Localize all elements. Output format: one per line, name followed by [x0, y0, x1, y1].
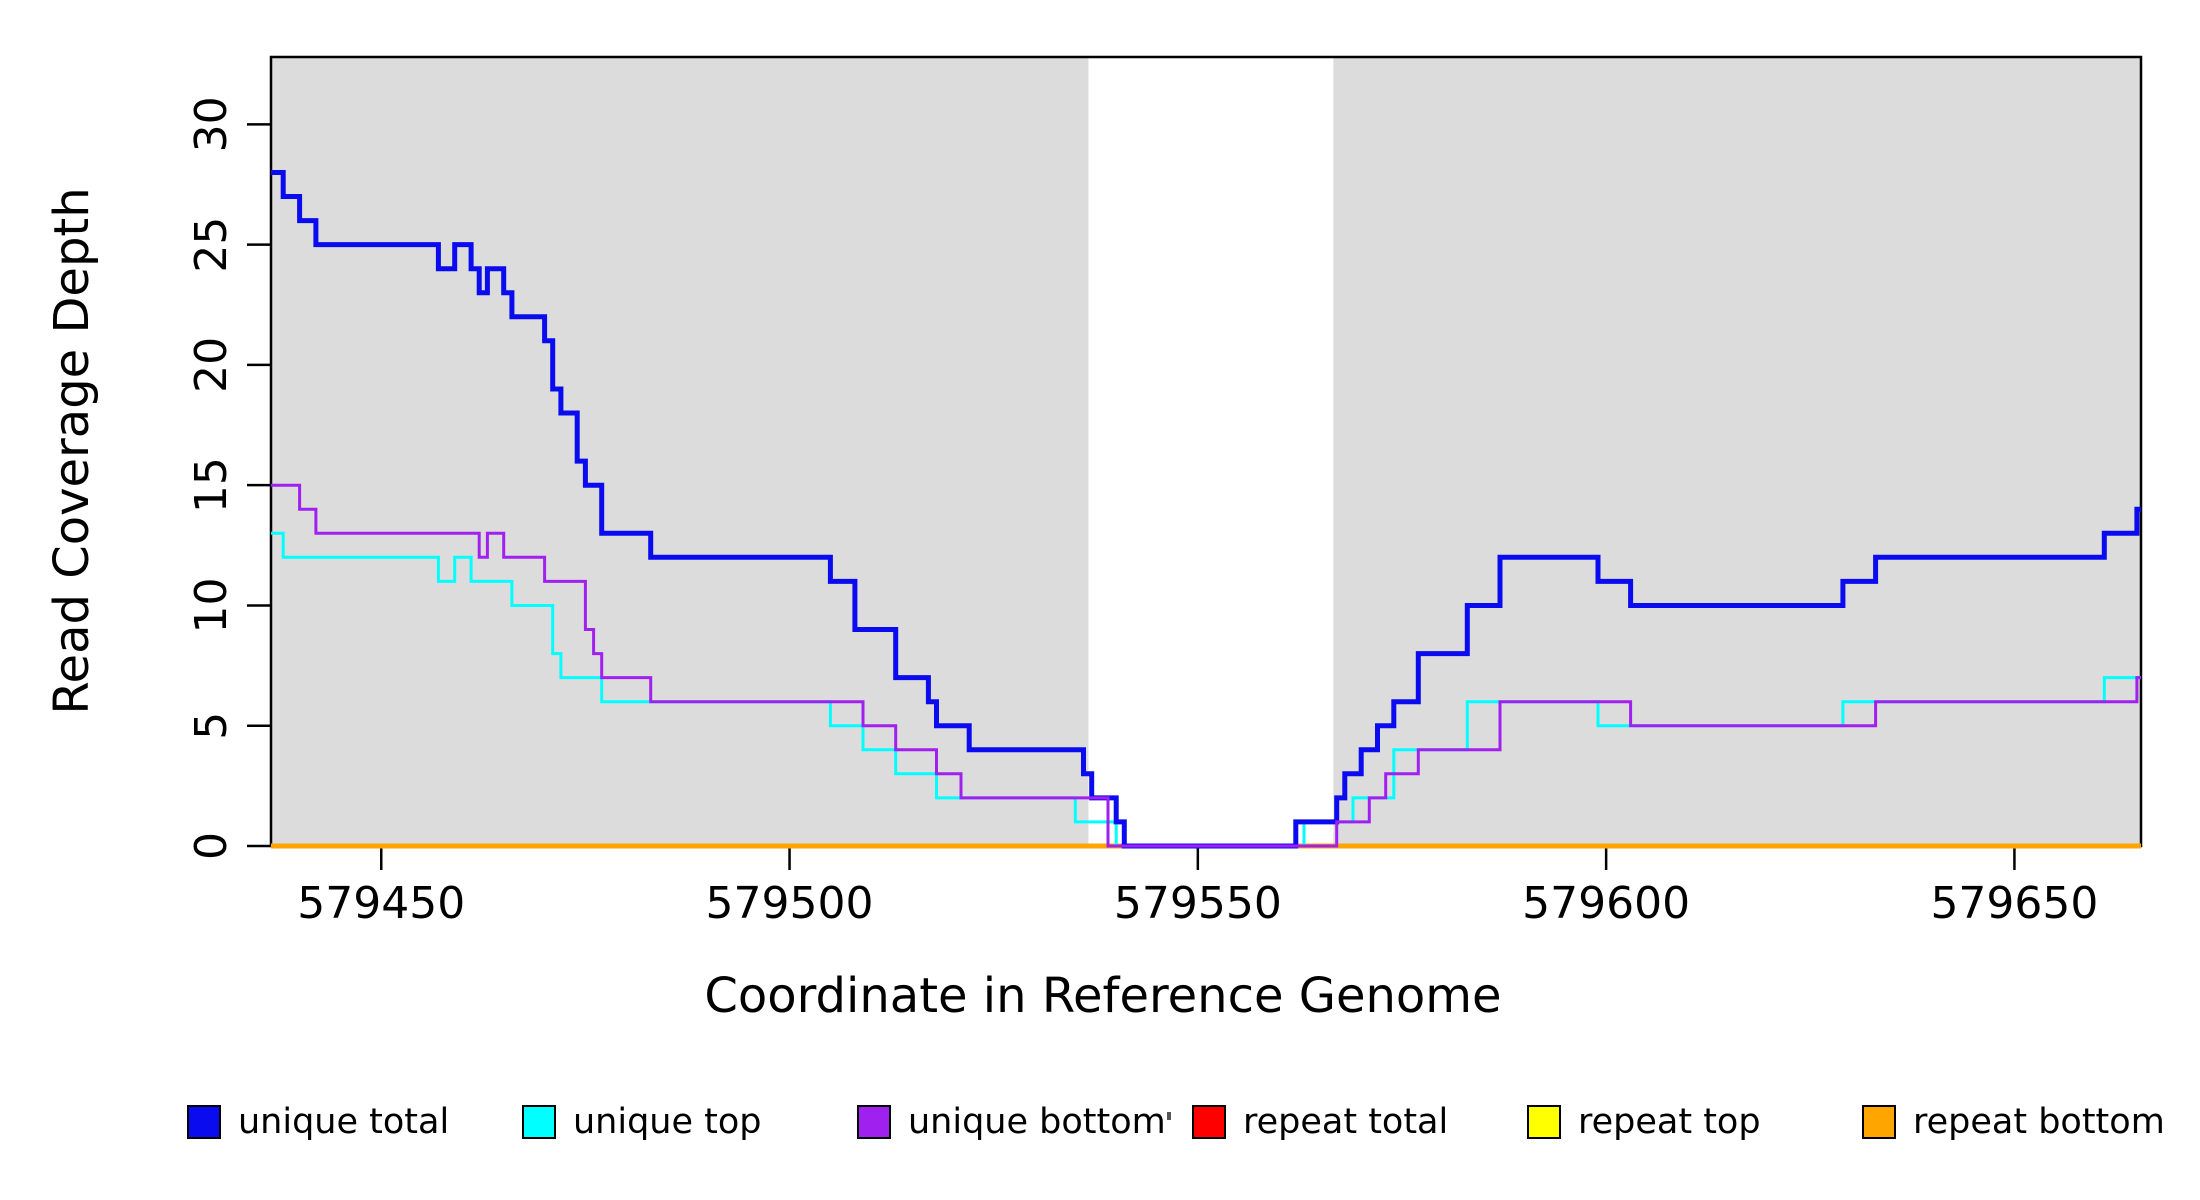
- legend-swatch-unique-total: [187, 1105, 221, 1139]
- legend-label-unique-bottom: unique bottom: [908, 1102, 1166, 1142]
- legend-item-unique-total: unique total: [187, 1102, 449, 1142]
- series-layer: [271, 170, 2141, 849]
- shaded-coverage-band: [271, 57, 1089, 846]
- legend-swatch-unique-top: [522, 1105, 556, 1139]
- unique-bottom-series-line: [271, 483, 2141, 848]
- y-tick-label: 0: [186, 832, 237, 860]
- legend-item-repeat-top: repeat top: [1527, 1102, 1761, 1142]
- y-tick-label: 15: [186, 457, 237, 513]
- legend-label-repeat-top: repeat top: [1578, 1102, 1761, 1142]
- x-tick-label: 579600: [1522, 878, 1690, 929]
- y-tick-label: 10: [186, 577, 237, 633]
- y-tick-label: 20: [186, 337, 237, 393]
- legend-label-repeat-bottom: repeat bottom: [1913, 1102, 2165, 1142]
- legend-label-unique-total: unique total: [238, 1102, 449, 1142]
- y-tick-label: 25: [186, 217, 237, 273]
- stray-mark-artifact: [1167, 1112, 1171, 1120]
- legend-label-unique-top: unique top: [573, 1102, 762, 1142]
- shaded-coverage-band: [1333, 57, 2141, 846]
- unique-total-series-line: [271, 170, 2141, 849]
- legend: unique total unique top unique bottom repea…: [187, 1102, 2165, 1142]
- x-axis: 579450 579500 579550 579600 579650: [297, 847, 2098, 929]
- x-tick-label: 579500: [706, 878, 874, 929]
- legend-item-unique-bottom: unique bottom: [857, 1102, 1166, 1142]
- legend-swatch-unique-bottom: [857, 1105, 891, 1139]
- y-axis: 0 5 10 15 20 25 30: [186, 96, 270, 860]
- x-tick-label: 579550: [1114, 878, 1282, 929]
- y-axis-title: Read Coverage Depth: [44, 187, 100, 714]
- y-tick-label: 30: [186, 96, 237, 152]
- legend-label-repeat-total: repeat total: [1243, 1102, 1448, 1142]
- legend-swatch-repeat-bottom: [1862, 1105, 1896, 1139]
- legend-item-repeat-bottom: repeat bottom: [1862, 1102, 2165, 1142]
- legend-item-unique-top: unique top: [522, 1102, 762, 1142]
- shaded-region-bands: [271, 57, 2141, 846]
- legend-swatch-repeat-total: [1192, 1105, 1226, 1139]
- x-tick-label: 579450: [297, 878, 465, 929]
- y-tick-label: 5: [186, 712, 237, 740]
- x-axis-title: Coordinate in Reference Genome: [704, 968, 1501, 1024]
- unique-top-series-line: [271, 531, 2141, 848]
- x-tick-label: 579650: [1930, 878, 2098, 929]
- legend-item-repeat-total: repeat total: [1192, 1102, 1448, 1142]
- legend-swatch-repeat-top: [1527, 1105, 1561, 1139]
